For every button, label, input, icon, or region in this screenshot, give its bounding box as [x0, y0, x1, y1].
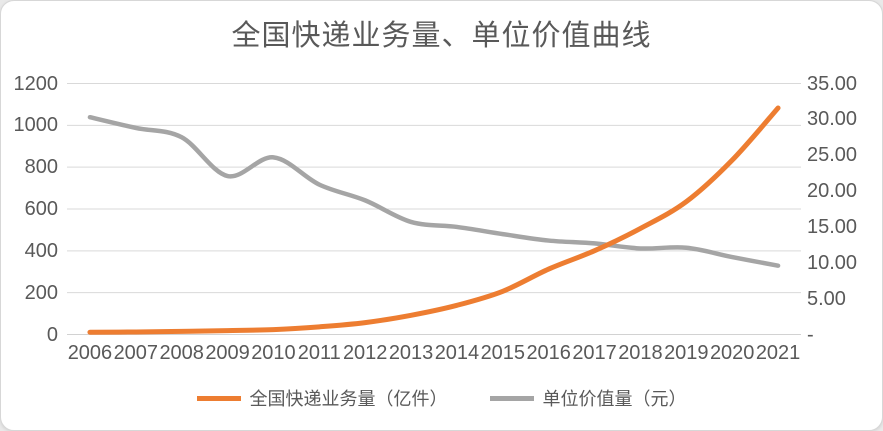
x-axis-tick-label: 2016 — [526, 342, 571, 364]
left-axis-tick-label: 400 — [24, 239, 58, 262]
x-axis-tick-label: 2021 — [755, 342, 801, 364]
right-axis-tick-label: - — [807, 323, 814, 346]
x-axis-tick-label: 2009 — [205, 342, 250, 364]
left-axis-tick-label: 0 — [46, 323, 58, 346]
chart-title: 全国快递业务量、单位价值曲线 — [231, 20, 652, 52]
x-axis-tick-label: 2013 — [388, 342, 434, 364]
legend-line-swatch-gray — [489, 395, 534, 401]
legend-item-unit-value: 单位价值量（元） — [489, 385, 687, 411]
x-axis-tick-label: 2019 — [664, 342, 709, 364]
right-axis-tick-label: 35.00 — [807, 72, 858, 95]
x-axis-tick-label: 2014 — [434, 342, 480, 364]
legend-item-volume: 全国快递业务量（亿件） — [196, 385, 448, 411]
left-axis-tick-label: 1000 — [13, 114, 59, 137]
x-axis-tick-label: 2018 — [618, 342, 663, 364]
left-axis-tick-label: 1200 — [13, 72, 59, 95]
x-axis-tick-label: 2006 — [67, 342, 113, 364]
x-axis-tick-label: 2007 — [113, 342, 159, 364]
right-axis-tick-label: 30.00 — [807, 108, 858, 131]
right-axis-tick-label: 20.00 — [807, 180, 858, 203]
x-axis-tick-label: 2008 — [159, 342, 204, 364]
right-axis-tick-label: 15.00 — [807, 215, 858, 238]
x-axis-tick-label: 2017 — [572, 342, 617, 364]
legend-label-volume: 全国快递业务量（亿件） — [249, 389, 448, 409]
right-axis-tick-label: 25.00 — [807, 144, 858, 167]
legend-line-swatch-orange — [196, 395, 241, 401]
x-axis-tick-label: 2020 — [709, 342, 755, 364]
right-axis-tick-label: 5.00 — [807, 287, 846, 310]
x-axis-tick-label: 2015 — [480, 342, 526, 364]
left-axis-tick-label: 800 — [24, 156, 58, 179]
x-axis-tick-label: 2012 — [342, 342, 388, 364]
x-axis-tick-label: 2010 — [251, 342, 296, 364]
right-axis-tick-label: 10.00 — [807, 251, 858, 274]
x-axis-tick-label: 2011 — [297, 342, 341, 364]
series-line-0 — [87, 105, 781, 335]
left-axis-tick-label: 600 — [24, 198, 58, 220]
series-line-1 — [87, 114, 781, 268]
left-axis-tick-label: 200 — [24, 281, 58, 304]
chart-legend: 全国快递业务量（亿件） 单位价值量（元） — [1, 385, 882, 411]
legend-label-unit-value: 单位价值量（元） — [542, 389, 687, 409]
